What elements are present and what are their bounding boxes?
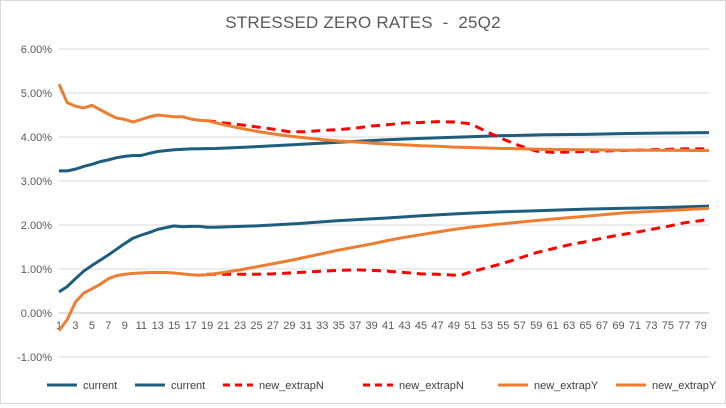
y-tick-label: 2.00% <box>21 220 52 232</box>
x-tick-label: 39 <box>366 320 378 332</box>
grid-lines <box>59 48 709 358</box>
y-tick-label: -1.00% <box>17 352 52 364</box>
x-tick-label: 61 <box>547 320 559 332</box>
legend-entry: new_extrapY <box>616 380 717 392</box>
y-tick-label: 3.00% <box>21 176 52 188</box>
series-line-new_extrapY <box>57 206 710 332</box>
x-tick-label: 69 <box>612 320 624 332</box>
x-tick-label: 73 <box>645 320 657 332</box>
x-tick-label: 1 <box>56 320 62 332</box>
series-line-current <box>59 131 710 173</box>
x-tick-label: 59 <box>530 320 542 332</box>
x-tick-label: 19 <box>201 320 213 332</box>
x-tick-label: 15 <box>168 320 180 332</box>
x-tick-label: 77 <box>678 320 690 332</box>
x-tick-label: 29 <box>283 320 295 332</box>
x-tick-label: 57 <box>514 320 526 332</box>
series-line-new_extrapY <box>57 83 710 153</box>
x-tick-label: 31 <box>300 320 312 332</box>
axes: -1.00% 0.00% 1.00% 2.00% 3.00% 4.00% 5.00% 6.00… <box>17 44 709 364</box>
x-tick-label: 79 <box>695 320 707 332</box>
x-tick-label: 41 <box>382 320 394 332</box>
x-tick-label: 25 <box>250 320 262 332</box>
x-tick-label: 33 <box>316 320 328 332</box>
x-tick-label: 3 <box>72 320 78 332</box>
x-tick-label: 35 <box>333 320 345 332</box>
y-tick-label: 6.00% <box>21 44 52 56</box>
legend-entry: new_extrapN <box>363 380 464 392</box>
x-tick-label: 5 <box>89 320 95 332</box>
legend-label: new_extrapY <box>652 380 717 392</box>
x-tick-label: 37 <box>349 320 361 332</box>
legend-label: new_extrapY <box>534 380 599 392</box>
y-tick-label: 5.00% <box>21 88 52 100</box>
legend-entry: current <box>47 380 117 392</box>
x-tick-label: 9 <box>122 320 128 332</box>
x-tick-label: 21 <box>217 320 229 332</box>
series-line-new_extrapN <box>206 119 709 154</box>
x-tick-label: 11 <box>136 320 147 332</box>
series-line-current <box>58 204 710 294</box>
y-tick-label: 0.00% <box>21 308 52 320</box>
x-tick-label: 45 <box>415 320 427 332</box>
x-tick-label: 53 <box>481 320 493 332</box>
legend-label: current <box>171 380 205 392</box>
x-tick-label: 43 <box>398 320 410 332</box>
x-tick-label: 7 <box>105 320 111 332</box>
x-tick-label: 71 <box>629 320 641 332</box>
legend-label: new_extrapN <box>399 380 464 392</box>
x-tick-label: 13 <box>152 320 164 332</box>
series-line-new_extrapN <box>207 217 710 277</box>
x-tick-label: 55 <box>497 320 509 332</box>
y-tick-label: 1.00% <box>21 264 52 276</box>
legend-entry: current <box>135 380 205 392</box>
legend-entry: new_extrapN <box>223 380 324 392</box>
chart-title: STRESSED ZERO RATES - 25Q2 <box>225 13 501 32</box>
legend-entry: new_extrapY <box>498 380 599 392</box>
x-tick-label: 63 <box>563 320 575 332</box>
legend-label: new_extrapN <box>259 380 324 392</box>
x-tick-label: 49 <box>448 320 460 332</box>
x-tick-label: 47 <box>431 320 443 332</box>
x-tick-label: 17 <box>185 320 197 332</box>
y-tick-label: 4.00% <box>21 132 52 144</box>
x-tick-label: 67 <box>596 320 608 332</box>
x-tick-label: 51 <box>464 320 476 332</box>
legend-label: current <box>83 380 117 392</box>
series-lines <box>57 83 710 332</box>
x-tick-label: 27 <box>267 320 279 332</box>
legend: current current new_extrapN new_extrapN new_… <box>47 380 717 392</box>
x-tick-label: 65 <box>579 320 591 332</box>
x-tick-label: 75 <box>662 320 674 332</box>
x-tick-label: 23 <box>234 320 246 332</box>
